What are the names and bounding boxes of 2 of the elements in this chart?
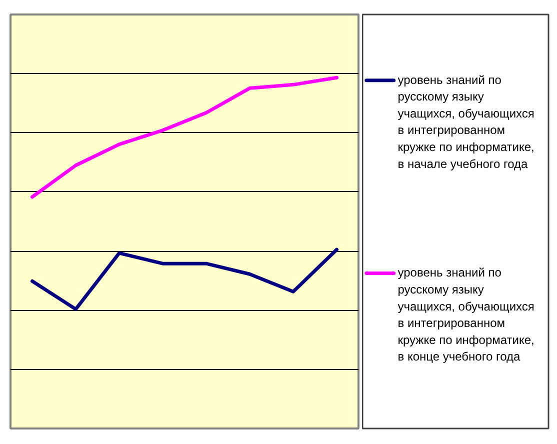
legend-label: уровень знаний по русскому языку учащихся, обучающихся в интегрированном кружке по информатике, в начале учебного года: [398, 72, 534, 171]
legend-label: уровень знаний по русскому языку учащихся, обучающихся в интегрированном кружке по информатике, в конце учебного года: [398, 266, 534, 364]
